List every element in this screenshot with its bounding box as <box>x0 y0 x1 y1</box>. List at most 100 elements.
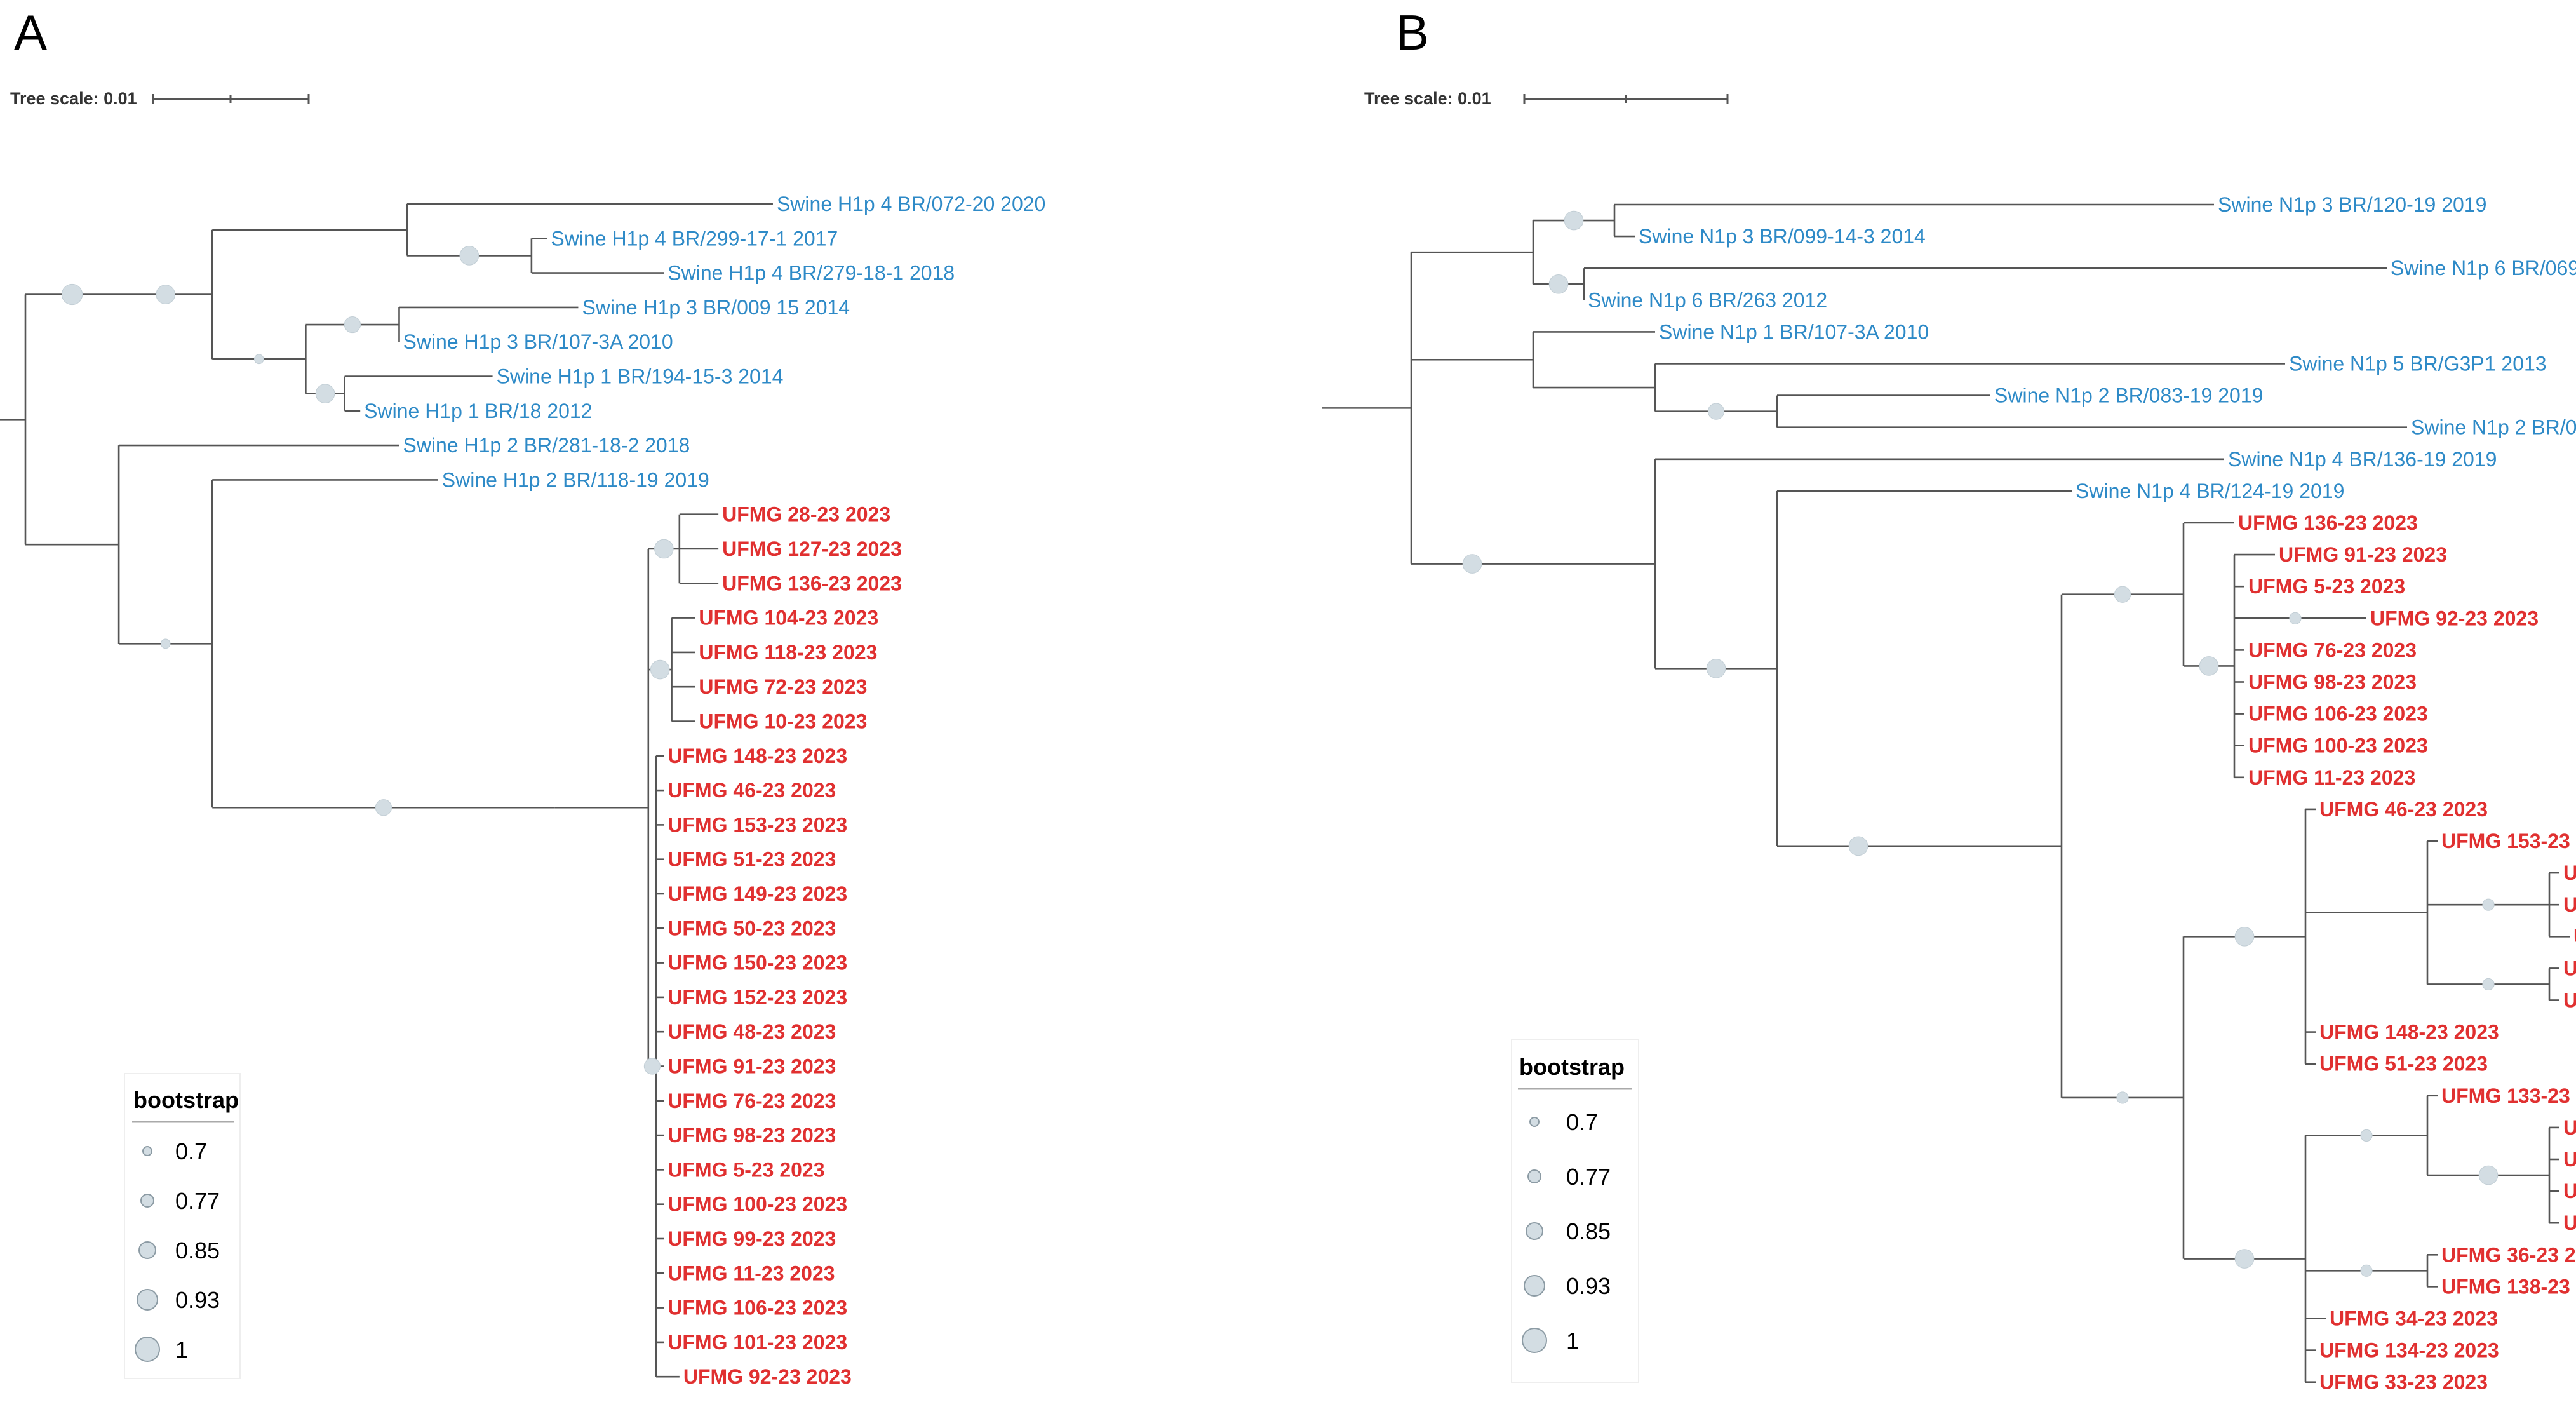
leaf-label-ufmg-34-23-2023: UFMG 34-23 2023 <box>2330 1307 2498 1330</box>
leaf-label-swine-n1p-4-br-124-19-2019: Swine N1p 4 BR/124-19 2019 <box>2076 480 2344 502</box>
leaf-label-ufmg-98-23-2023: UFMG 98-23 2023 <box>2248 671 2417 694</box>
leaf-label-swine-n1p-6-br-069-20-2020: Swine N1p 6 BR/069-20 2020 <box>2391 257 2576 280</box>
leaf-labels: Swine H1p 4 BR/072-20 2020 Swine H1p 4 BR… <box>364 192 1045 1388</box>
leaf-label-ufmg-51-23-2023: UFMG 51-23 2023 <box>667 848 836 871</box>
leaf-label-ufmg-138-23-2023: UFMG 138-23 2023 <box>2441 1275 2576 1298</box>
leaf-label-swine-h1p-4-br-279-18-1-2018: Swine H1p 4 BR/279-18-1 2018 <box>667 262 955 285</box>
leaf-label-ufmg-76-23-2023: UFMG 76-23 2023 <box>2248 638 2417 661</box>
bootstrap-marker <box>2289 612 2302 624</box>
legend-value-0-77: 0.77 <box>1566 1164 1611 1190</box>
bootstrap-marker <box>1548 274 1569 294</box>
leaf-label-ufmg-46-23-2023: UFMG 46-23 2023 <box>2319 798 2488 821</box>
legend-dot-0-85 <box>1526 1222 1543 1240</box>
leaf-label-ufmg-46-23-2023: UFMG 46-23 2023 <box>667 779 836 802</box>
leaf-label-ufmg-99-23-2023: UFMG 99-23 2023 <box>2563 1211 2576 1234</box>
leaf-label-ufmg-136-23-2023: UFMG 136-23 2023 <box>2238 511 2418 534</box>
legend-dot-0-77 <box>1527 1169 1541 1183</box>
bootstrap-legend-b: bootstrap 0.7 0.77 0.85 0.93 1 <box>1511 1039 1639 1383</box>
leaf-label-ufmg-11-23-2023: UFMG 11-23 2023 <box>2248 766 2415 789</box>
phylogenetic-tree-b: Swine N1p 3 BR/120-19 2019 Swine N1p 3 BR… <box>1322 193 2576 1394</box>
panel-label-a: A <box>14 4 47 60</box>
leaf-label-swine-n1p-1-br-107-3a-2010: Swine N1p 1 BR/107-3A 2010 <box>1659 320 1929 343</box>
leaf-label-swine-n1p-2-br-070-20-2020: Swine N1p 2 BR/070-20 2020 <box>2411 416 2576 439</box>
leaf-label-ufmg-91-23-2023: UFMG 91-23 2023 <box>667 1055 836 1078</box>
bootstrap-marker <box>160 638 171 649</box>
bootstrap-marker <box>315 384 335 403</box>
leaf-label-ufmg-106-23-2023: UFMG 106-23 2023 <box>667 1297 847 1319</box>
leaf-label-ufmg-10-23-2023: UFMG 10-23 2023 <box>2563 1148 2576 1171</box>
legend-box <box>124 1073 241 1379</box>
leaf-label-ufmg-76-23-2023: UFMG 76-23 2023 <box>667 1089 836 1112</box>
bootstrap-marker <box>2114 586 2131 603</box>
bootstrap-legend-a: bootstrap 0.7 0.77 0.85 0.93 1 <box>124 1073 241 1379</box>
legend-value-0-93: 0.93 <box>175 1287 220 1313</box>
legend-dot-0-7 <box>1529 1117 1540 1127</box>
leaf-label-swine-n1p-2-br-083-19-2019: Swine N1p 2 BR/083-19 2019 <box>1994 384 2263 407</box>
leaf-label-swine-n1p-6-br-263-2012: Swine N1p 6 BR/263 2012 <box>1588 288 1827 311</box>
leaf-label-ufmg-150-23-2023: UFMG 150-23 2023 <box>2563 893 2576 916</box>
leaf-label-ufmg-33-23-2023: UFMG 33-23 2023 <box>2319 1371 2488 1394</box>
leaf-label-ufmg-10-23-2023: UFMG 10-23 2023 <box>699 710 867 733</box>
legend-title: bootstrap <box>1519 1054 1625 1080</box>
leaf-label-ufmg-5-23-2023: UFMG 5-23 2023 <box>2248 575 2405 598</box>
bootstrap-marker <box>156 285 175 304</box>
leaf-label-ufmg-98-23-2023: UFMG 98-23 2023 <box>667 1124 836 1147</box>
leaf-label-ufmg-134-23-2023: UFMG 134-23 2023 <box>2319 1339 2499 1362</box>
leaf-label-ufmg-99-23-2023: UFMG 99-23 2023 <box>667 1227 836 1250</box>
leaf-label-ufmg-48-23-2023: UFMG 48-23 2023 <box>2563 861 2576 884</box>
bootstrap-marker <box>1706 659 1726 678</box>
branches <box>1322 203 2570 1383</box>
bootstrap-marker <box>1707 403 1725 420</box>
leaf-label-ufmg-152-23-2023: UFMG 152-23 2023 <box>667 986 847 1009</box>
legend-title: bootstrap <box>133 1087 239 1113</box>
bootstrap-marker <box>344 316 361 334</box>
bootstrap-marker <box>61 283 83 306</box>
leaf-label-ufmg-101-23-2023: UFMG 101-23 2023 <box>667 1331 847 1354</box>
bootstrap-marker <box>1564 210 1584 231</box>
leaf-label-swine-h1p-4-br-299-17-1-2017: Swine H1p 4 BR/299-17-1 2017 <box>551 227 838 250</box>
leaf-label-ufmg-149-23-2023: UFMG 149-23 2023 <box>2573 925 2576 948</box>
leaf-label-ufmg-50-23-2023: UFMG 50-23 2023 <box>2563 989 2576 1012</box>
bootstrap-marker <box>1462 554 1482 574</box>
leaf-label-ufmg-11-23-2023: UFMG 11-23 2023 <box>667 1262 835 1284</box>
leaf-label-ufmg-101-23-2023: UFMG 101-23 2023 <box>2563 1180 2576 1203</box>
bootstrap-marker <box>2116 1091 2129 1104</box>
bootstrap-marker <box>2482 898 2495 911</box>
leaf-label-ufmg-136-23-2023: UFMG 136-23 2023 <box>722 572 902 595</box>
legend-value-0-7: 0.7 <box>1566 1109 1598 1135</box>
legend-dot-0-85 <box>138 1241 156 1259</box>
legend-dot-1 <box>135 1337 160 1362</box>
leaf-label-ufmg-48-23-2023: UFMG 48-23 2023 <box>667 1020 836 1043</box>
legend-dot-0-77 <box>140 1194 154 1208</box>
legend-value-0-77: 0.77 <box>175 1188 220 1214</box>
leaf-label-swine-n1p-3-br-120-19-2019: Swine N1p 3 BR/120-19 2019 <box>2218 193 2486 216</box>
leaf-label-swine-h1p-1-br-18-2012: Swine H1p 1 BR/18 2012 <box>364 400 592 422</box>
legend-dot-1 <box>1522 1328 1547 1353</box>
panel-b: B Tree scale: 0.01 Swine N1p 3 BR/120-19… <box>1322 4 2576 1394</box>
leaf-labels: Swine N1p 3 BR/120-19 2019 Swine N1p 3 BR… <box>1588 193 2576 1394</box>
legend-value-0-85: 0.85 <box>175 1237 220 1264</box>
leaf-label-swine-n1p-4-br-136-19-2019: Swine N1p 4 BR/136-19 2019 <box>2228 448 2497 471</box>
leaf-label-ufmg-148-23-2023: UFMG 148-23 2023 <box>667 745 847 767</box>
leaf-label-ufmg-72-23-2023: UFMG 72-23 2023 <box>699 675 867 698</box>
leaf-label-ufmg-50-23-2023: UFMG 50-23 2023 <box>667 917 836 940</box>
legend-box <box>1511 1039 1639 1383</box>
bootstrap-marker <box>1848 836 1868 856</box>
tree-scale-bar-a <box>152 94 310 104</box>
bootstrap-marker <box>2360 1129 2373 1142</box>
leaf-label-ufmg-150-23-2023: UFMG 150-23 2023 <box>667 952 847 974</box>
leaf-label-swine-n1p-3-br-099-14-3-2014: Swine N1p 3 BR/099-14-3 2014 <box>1639 225 1926 248</box>
leaf-label-ufmg-106-23-2023: UFMG 106-23 2023 <box>2248 703 2428 725</box>
leaf-label-swine-n1p-5-br-g3p1-2013: Swine N1p 5 BR/G3P1 2013 <box>2289 353 2547 375</box>
bootstrap-marker <box>2234 927 2255 947</box>
phylogenetic-tree-a: Swine H1p 4 BR/072-20 2020 Swine H1p 4 BR… <box>0 192 1045 1388</box>
bootstrap-marker <box>643 1058 661 1075</box>
tree-scale-label-b: Tree scale: 0.01 <box>1364 89 1491 108</box>
leaf-label-ufmg-149-23-2023: UFMG 149-23 2023 <box>667 882 847 905</box>
leaf-label-swine-h1p-4-br-072-20-2020: Swine H1p 4 BR/072-20 2020 <box>777 192 1045 215</box>
leaf-label-ufmg-5-23-2023: UFMG 5-23 2023 <box>667 1158 824 1181</box>
legend-value-0-93: 0.93 <box>1566 1273 1611 1299</box>
legend-value-1: 1 <box>1566 1328 1579 1354</box>
bootstrap-marker <box>459 246 480 266</box>
